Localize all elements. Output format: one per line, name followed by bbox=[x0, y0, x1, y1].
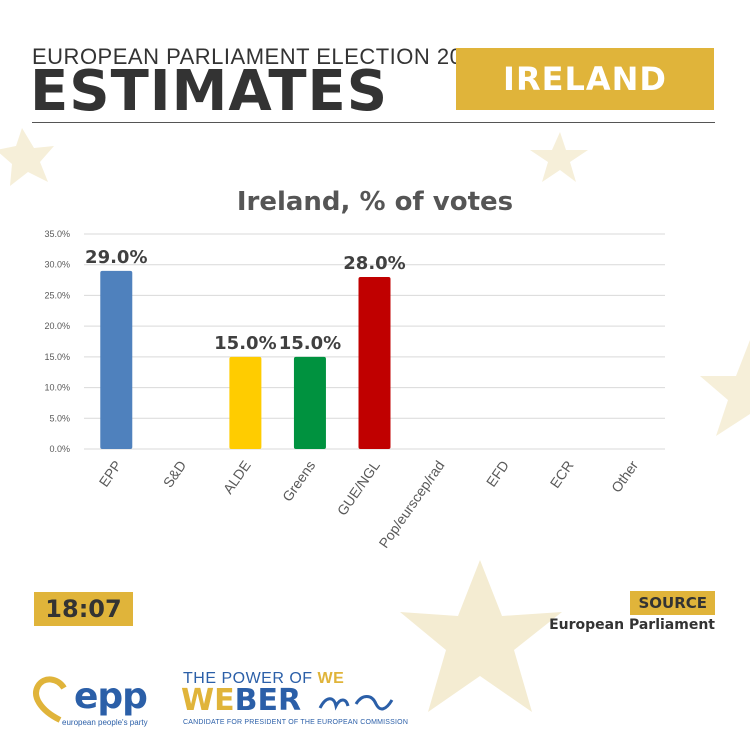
x-tick-label: Pop/eurscep/rad bbox=[375, 458, 447, 551]
y-tick-label: 25.0% bbox=[44, 290, 70, 300]
time-badge: 18:07 bbox=[34, 592, 133, 626]
signature-icon bbox=[318, 695, 394, 711]
x-tick-label: S&D bbox=[160, 458, 190, 491]
bar-chart: 0.0% 5.0% 10.0% 15.0% 20.0% 25.0% 30.0% 35.0% 29… bbox=[44, 229, 665, 551]
weber-slogan: THE POWER OF WE bbox=[183, 670, 344, 688]
y-tick-label: 20.0% bbox=[44, 321, 70, 331]
bar bbox=[100, 270, 133, 449]
data-label: 15.0% bbox=[279, 333, 341, 354]
data-label: 15.0% bbox=[214, 333, 276, 354]
bar bbox=[293, 356, 326, 449]
country-badge: IRELAND bbox=[456, 48, 714, 110]
chart-title: Ireland, % of votes bbox=[236, 187, 514, 217]
source-name: European Parliament bbox=[549, 617, 715, 633]
weber-name-we: WE bbox=[181, 683, 235, 718]
source-label: SOURCE bbox=[630, 591, 715, 615]
star-shape-left bbox=[0, 128, 54, 186]
y-tick-label: 15.0% bbox=[44, 352, 70, 362]
x-tick-label: ALDE bbox=[220, 458, 254, 497]
weber-name: WEBER bbox=[181, 684, 301, 718]
x-tick-label: GUE/NGL bbox=[334, 457, 383, 518]
weber-name-ber: BER bbox=[234, 683, 302, 718]
star-shape-bottom bbox=[400, 560, 562, 712]
star-shape-top-right bbox=[530, 132, 588, 182]
y-tick-label: 5.0% bbox=[49, 413, 70, 423]
data-label: 28.0% bbox=[343, 253, 405, 274]
slogan-prefix: THE POWER OF bbox=[183, 670, 318, 687]
epp-logo-text: epp bbox=[74, 676, 148, 717]
page-title: ESTIMATES bbox=[30, 59, 389, 124]
star-shape-right bbox=[700, 340, 750, 436]
epp-tagline: european people's party bbox=[62, 718, 148, 727]
x-tick-label: Greens bbox=[279, 458, 318, 505]
bar bbox=[229, 356, 262, 449]
y-tick-label: 35.0% bbox=[44, 229, 70, 239]
y-tick-label: 30.0% bbox=[44, 260, 70, 270]
y-tick-label: 0.0% bbox=[49, 444, 70, 454]
y-tick-label: 10.0% bbox=[44, 383, 70, 393]
x-tick-label: EFD bbox=[483, 458, 512, 490]
data-label: 29.0% bbox=[85, 247, 147, 268]
x-tick-label: Other bbox=[608, 457, 641, 495]
x-tick-label: ECR bbox=[547, 458, 577, 491]
epp-heart-logo-icon bbox=[33, 676, 67, 723]
bar bbox=[358, 277, 391, 449]
election-subtitle: EUROPEAN PARLIAMENT ELECTION 2019 bbox=[32, 44, 488, 69]
slogan-we: WE bbox=[317, 670, 345, 687]
x-tick-label: EPP bbox=[96, 458, 125, 490]
header-divider bbox=[32, 122, 715, 123]
candidate-tagline: CANDIDATE FOR PRESIDENT OF THE EUROPEAN … bbox=[183, 719, 409, 726]
